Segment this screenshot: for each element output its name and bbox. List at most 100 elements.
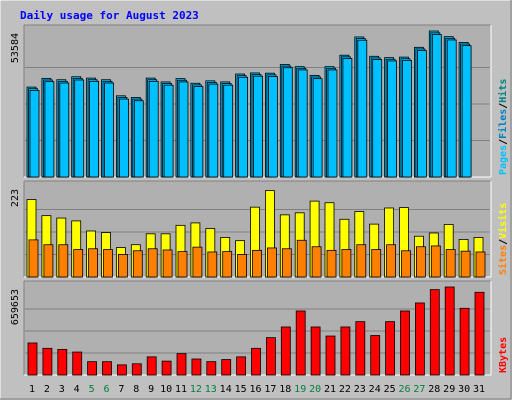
bar-kbytes-day-24 — [370, 335, 381, 376]
bar-pages-day-11 — [178, 81, 189, 178]
bar-sites-day-30 — [460, 250, 471, 278]
bar-kbytes-day-2 — [42, 347, 53, 376]
bar-pages-day-28 — [431, 34, 442, 178]
day-label-26: 26 — [398, 384, 410, 395]
legend-separator: / — [498, 103, 509, 109]
bar-sites-day-19 — [296, 239, 307, 278]
kbytes-panel: 659653 KBytes — [10, 280, 509, 376]
bar-sites-day-5 — [88, 248, 98, 278]
bar-kbytes-day-13 — [206, 361, 217, 376]
day-label-28: 28 — [428, 384, 440, 395]
bar-sites-day-28 — [430, 245, 441, 278]
bar-kbytes-day-14 — [221, 359, 232, 376]
legend-separator: / — [498, 239, 509, 245]
bar-pages-day-13 — [208, 83, 219, 178]
bar-pages-day-6 — [104, 82, 114, 178]
day-label-30: 30 — [458, 384, 470, 395]
legend-kbytes: KBytes — [498, 337, 509, 373]
bar-sites-day-17 — [266, 247, 277, 278]
bar-pages-day-7 — [119, 98, 129, 178]
bar-sites-day-29 — [445, 249, 456, 278]
bar-sites-day-22 — [341, 249, 352, 278]
y-max-label: 53584 — [10, 33, 21, 63]
bar-sites-day-24 — [371, 249, 382, 278]
day-label-22: 22 — [339, 384, 351, 395]
bar-kbytes-day-7 — [117, 364, 127, 376]
bar-kbytes-day-18 — [280, 326, 291, 376]
bar-pages-day-14 — [223, 84, 234, 178]
legend-pages: Pages — [498, 145, 509, 175]
bar-pages-day-9 — [148, 80, 159, 178]
bar-pages-day-12 — [193, 86, 204, 178]
bar-pages-day-8 — [133, 100, 144, 178]
day-label-24: 24 — [369, 384, 381, 395]
bar-sites-day-8 — [132, 250, 143, 278]
bar-sites-day-7 — [118, 253, 128, 278]
bar-sites-day-2 — [43, 244, 54, 278]
bar-kbytes-day-17 — [265, 337, 276, 376]
bar-kbytes-day-11 — [176, 353, 187, 376]
day-label-11: 11 — [175, 384, 187, 395]
bar-pages-day-22 — [342, 58, 353, 178]
day-label-3: 3 — [59, 384, 65, 395]
day-label-5: 5 — [89, 384, 95, 395]
bar-kbytes-day-22 — [340, 326, 351, 376]
bar-sites-day-4 — [73, 249, 84, 278]
bar-kbytes-day-21 — [325, 335, 336, 376]
bar-pages-day-16 — [253, 75, 263, 178]
bar-kbytes-day-31 — [474, 291, 485, 376]
day-label-14: 14 — [220, 384, 232, 395]
visits-panel: 223 Sites/Visits — [10, 180, 509, 278]
bar-pages-day-17 — [267, 76, 278, 178]
bar-kbytes-day-12 — [191, 358, 202, 376]
bar-kbytes-day-23 — [355, 321, 366, 376]
legend-sites: Sites — [497, 245, 509, 275]
day-label-29: 29 — [443, 384, 455, 395]
bar-kbytes-day-3 — [57, 348, 68, 376]
bar-sites-day-16 — [252, 249, 262, 278]
bar-kbytes-day-8 — [131, 363, 142, 376]
bar-kbytes-day-29 — [444, 286, 455, 376]
chart-panels: 53584Pages/Files/Hits223Sites/Visits6596… — [10, 24, 509, 376]
bar-pages-day-5 — [89, 80, 99, 178]
bar-pages-day-26 — [402, 59, 412, 178]
bar-pages-day-21 — [327, 69, 338, 178]
bar-sites-day-3 — [58, 244, 69, 278]
bar-kbytes-day-1 — [27, 342, 38, 376]
y-max-label: 659653 — [10, 289, 21, 325]
day-label-7: 7 — [118, 384, 124, 395]
legend-hits: Hits — [497, 79, 509, 103]
bar-kbytes-day-9 — [146, 356, 157, 376]
day-label-21: 21 — [324, 384, 336, 395]
x-axis-day-labels: 1 2 3 4 5 6 7 8 9 10 11 12 13 14 15 16 17 18 19 20 21 22 23 24 2… — [29, 384, 485, 395]
bar-sites-day-13 — [207, 251, 218, 278]
day-label-10: 10 — [160, 384, 172, 395]
bar-kbytes-day-27 — [414, 302, 425, 376]
bar-kbytes-day-19 — [295, 310, 306, 376]
day-label-15: 15 — [235, 384, 247, 395]
bar-pages-day-1 — [29, 89, 40, 178]
bar-sites-day-11 — [177, 251, 188, 278]
bar-pages-day-20 — [312, 78, 323, 178]
bar-sites-day-14 — [222, 251, 233, 278]
day-label-20: 20 — [309, 384, 321, 395]
bar-pages-day-4 — [74, 79, 85, 178]
bar-sites-day-27 — [415, 246, 426, 278]
bar-kbytes-day-15 — [236, 356, 247, 376]
day-label-17: 17 — [264, 384, 276, 395]
bar-pages-day-27 — [416, 50, 427, 178]
bar-pages-day-3 — [59, 82, 70, 178]
legend-files: Files — [497, 109, 509, 139]
legend-visits: Visits — [497, 203, 509, 239]
right-legend: KBytes — [498, 337, 509, 373]
day-label-2: 2 — [44, 384, 50, 395]
bar-pages-day-18 — [282, 67, 293, 178]
bar-pages-day-2 — [44, 81, 55, 178]
day-label-25: 25 — [384, 384, 396, 395]
bar-pages-day-15 — [238, 76, 249, 178]
day-label-13: 13 — [205, 384, 217, 395]
day-label-6: 6 — [103, 384, 109, 395]
chart-title: Daily usage for August 2023 — [20, 9, 199, 22]
